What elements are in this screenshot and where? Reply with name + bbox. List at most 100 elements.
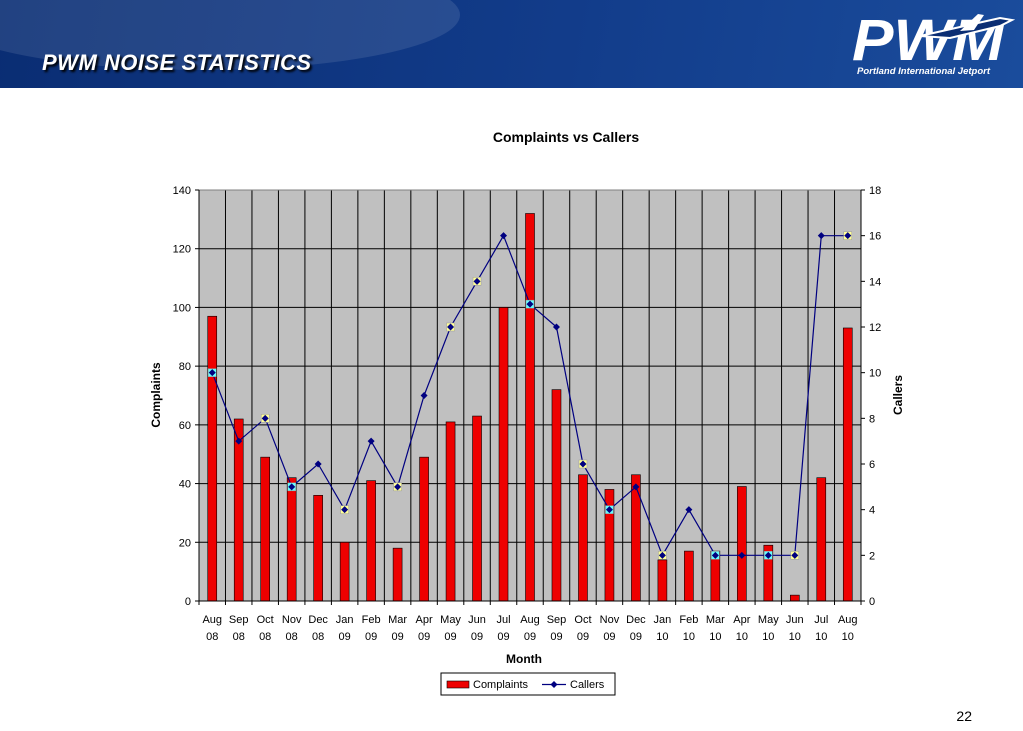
y2-tick-label: 16 — [869, 231, 881, 243]
y-tick-label: 20 — [179, 537, 191, 549]
x-tick-label-month: Feb — [362, 614, 381, 626]
point-callers — [605, 506, 613, 514]
x-tick-label-year: 10 — [736, 631, 748, 643]
bar-complaints — [842, 327, 853, 602]
x-tick-label-month: Mar — [706, 614, 725, 626]
y2-axis-title: Callers — [891, 375, 905, 415]
legend-complaints-label: Complaints — [473, 679, 529, 691]
x-tick-label-month: Apr — [733, 614, 750, 626]
x-tick-label-month: Jul — [496, 614, 510, 626]
point-callers — [288, 483, 296, 491]
point-callers — [261, 414, 269, 422]
point-callers — [473, 277, 481, 285]
y2-tick-label: 12 — [869, 322, 881, 334]
legend-callers-marker — [550, 681, 558, 688]
y2-tick-label: 10 — [869, 368, 881, 380]
x-tick-label-year: 09 — [391, 631, 403, 643]
x-tick-label-month: Mar — [388, 614, 407, 626]
y-tick-label: 100 — [173, 302, 191, 314]
point-callers — [447, 323, 455, 331]
x-tick-label-month: May — [758, 614, 779, 626]
x-tick-label-year: 08 — [312, 631, 324, 643]
y2-tick-label: 18 — [869, 185, 881, 197]
point-callers — [235, 437, 243, 445]
x-tick-label-year: 09 — [471, 631, 483, 643]
chart-legend: Complaints Callers — [440, 672, 616, 696]
page-number: 22 — [956, 708, 972, 724]
x-tick-label-month: May — [440, 614, 461, 626]
x-tick-label-year: 10 — [842, 631, 854, 643]
y2-tick-label: 6 — [869, 459, 875, 471]
logo-subtitle: Portland International Jetport — [857, 66, 991, 77]
bar-complaints — [313, 495, 323, 602]
bar-complaints — [445, 421, 456, 602]
bar-complaints — [366, 480, 376, 602]
slide-title: PWM NOISE STATISTICS — [42, 50, 312, 75]
slide-header: PWM NOISE STATISTICS PWM Portland Intern… — [0, 0, 1023, 88]
x-tick-label-year: 09 — [339, 631, 351, 643]
bar-complaints — [816, 477, 827, 602]
y-tick-label: 40 — [179, 479, 191, 491]
x-tick-label-month: Jun — [786, 614, 804, 626]
x-tick-label-year: 09 — [630, 631, 642, 643]
chart-title: Complaints vs Callers — [493, 129, 639, 145]
bar-complaints — [737, 486, 747, 602]
y-tick-label: 60 — [179, 420, 191, 432]
y2-tick-label: 14 — [869, 276, 881, 288]
point-callers — [685, 506, 693, 514]
x-tick-label-year: 10 — [709, 631, 721, 643]
x-tick-label-month: Sep — [229, 614, 249, 626]
x-tick-label-month: Jun — [468, 614, 486, 626]
point-callers — [658, 551, 666, 559]
x-tick-label-month: Oct — [257, 614, 274, 626]
x-tick-label-year: 09 — [497, 631, 509, 643]
x-tick-label-year: 10 — [789, 631, 801, 643]
x-tick-label-year: 08 — [206, 631, 218, 643]
point-callers — [711, 551, 719, 559]
x-tick-label-month: Nov — [600, 614, 620, 626]
point-callers — [500, 232, 508, 240]
bar-complaints — [551, 389, 562, 602]
x-tick-label-year: 10 — [815, 631, 827, 643]
x-tick-label-year: 09 — [444, 631, 456, 643]
bar-complaints — [472, 415, 482, 602]
bar-complaints — [339, 541, 350, 602]
x-tick-label-year: 09 — [365, 631, 377, 643]
point-callers — [394, 483, 402, 491]
point-callers — [791, 551, 799, 559]
point-callers — [632, 483, 640, 491]
point-callers — [844, 232, 852, 240]
point-callers — [764, 551, 772, 559]
x-tick-label-month: Sep — [547, 614, 567, 626]
bar-complaints — [419, 456, 429, 602]
x-tick-label-year: 08 — [259, 631, 271, 643]
x-tick-label-month: Jul — [814, 614, 828, 626]
bar-complaints — [392, 547, 403, 602]
y2-tick-label: 2 — [869, 550, 875, 562]
legend-callers-label: Callers — [570, 679, 605, 691]
point-callers — [367, 437, 375, 445]
x-tick-label-year: 09 — [577, 631, 589, 643]
x-tick-label-year: 09 — [603, 631, 615, 643]
y2-tick-label: 8 — [869, 413, 875, 425]
bar-complaints — [525, 213, 535, 602]
x-tick-label-month: Aug — [202, 614, 222, 626]
y-tick-label: 140 — [173, 185, 191, 197]
x-tick-label-year: 09 — [524, 631, 536, 643]
y2-tick-label: 4 — [869, 505, 875, 517]
bar-complaints — [286, 477, 297, 602]
bar-complaints — [657, 559, 668, 602]
y2-tick-label: 0 — [869, 596, 875, 608]
legend-box — [440, 672, 616, 696]
x-tick-label-year: 10 — [656, 631, 668, 643]
x-tick-label-month: Oct — [574, 614, 591, 626]
bar-complaints — [684, 550, 694, 602]
x-tick-label-month: Jan — [336, 614, 354, 626]
x-tick-label-year: 10 — [762, 631, 774, 643]
point-callers — [420, 392, 428, 399]
x-tick-label-year: 08 — [286, 631, 298, 643]
x-tick-label-year: 09 — [550, 631, 562, 643]
x-tick-label-month: Jan — [654, 614, 672, 626]
point-callers — [208, 369, 216, 377]
x-tick-label-month: Apr — [416, 614, 433, 626]
